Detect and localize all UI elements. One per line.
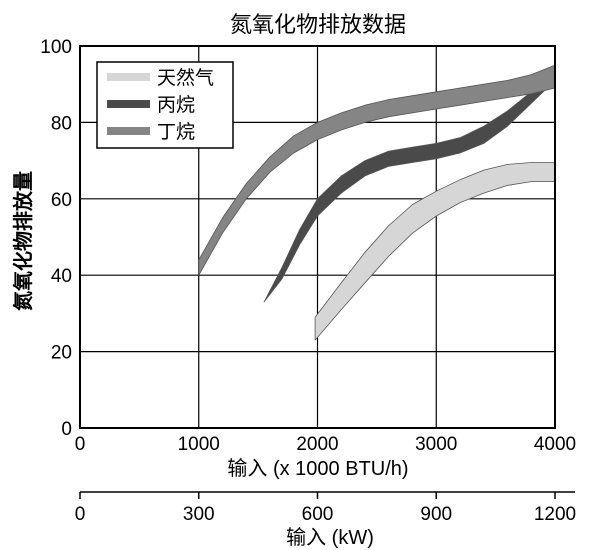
- secondary-x-axis-label: 输入 (kW): [286, 526, 374, 549]
- secondary-x-tick-label: 900: [420, 504, 452, 525]
- y-tick-label: 20: [51, 343, 72, 364]
- chart-title: 氮氧化物排放数据: [230, 12, 406, 37]
- secondary-x-axis: 0 300 600 900 1200: [75, 491, 576, 525]
- x-tick-label: 1000: [178, 434, 220, 455]
- legend-label: 丙烷: [157, 94, 195, 116]
- x-tick-labels: 0 1000 2000 3000 4000: [75, 434, 576, 455]
- x-axis-label: 输入 (x 1000 BTU/h): [227, 457, 408, 480]
- x-tick-label: 3000: [415, 434, 457, 455]
- y-tick-label: 60: [51, 190, 72, 211]
- secondary-x-tick-label: 300: [183, 504, 215, 525]
- legend-label: 天然气: [157, 67, 214, 89]
- y-axis-label: 氮氧化物排放量: [11, 171, 35, 311]
- x-tick-label: 0: [75, 434, 86, 455]
- secondary-x-tick-label: 0: [75, 504, 86, 525]
- plot-frame: [79, 45, 556, 429]
- y-tick-label: 100: [40, 37, 72, 58]
- y-tick-labels: 0 20 40 60 80 100: [40, 37, 72, 440]
- series-band-0: [314, 162, 556, 341]
- secondary-x-tick-label: 600: [302, 504, 334, 525]
- y-tick-label: 0: [61, 419, 72, 440]
- y-tick-label: 40: [51, 266, 72, 287]
- x-tick-label: 2000: [296, 434, 338, 455]
- x-tick-label: 4000: [534, 434, 576, 455]
- legend-label: 丁烷: [157, 121, 195, 143]
- series-bands: [198, 64, 556, 341]
- y-tick-label: 80: [51, 113, 72, 134]
- secondary-x-tick-label: 1200: [534, 504, 576, 525]
